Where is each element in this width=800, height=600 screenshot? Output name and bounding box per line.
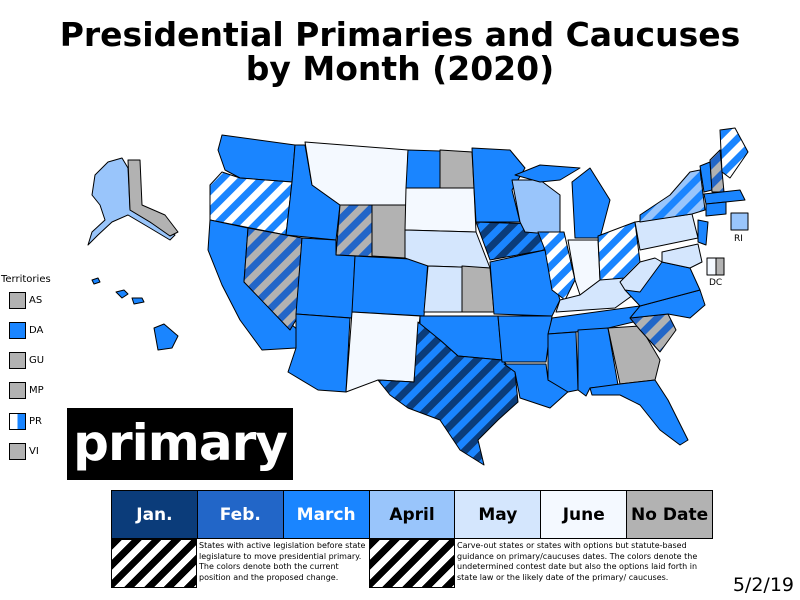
state-tx bbox=[377, 321, 519, 466]
state-mo bbox=[489, 249, 561, 317]
state-ny bbox=[639, 169, 706, 223]
state-ar bbox=[497, 315, 553, 363]
territory-label: DA bbox=[29, 324, 44, 336]
state-nd-east bbox=[439, 149, 475, 189]
state-ne bbox=[404, 229, 491, 269]
state-ms bbox=[547, 331, 579, 393]
state-mn bbox=[471, 147, 526, 223]
state-ga bbox=[607, 325, 661, 385]
territory-da: DA bbox=[9, 320, 43, 340]
state-wy-east bbox=[371, 204, 407, 259]
month-legend: Jan. Feb. March April May June No Date bbox=[111, 490, 713, 539]
legislation-note: States with active legislation before st… bbox=[199, 541, 366, 582]
territory-label: MP bbox=[29, 384, 44, 396]
territory-label: GU bbox=[29, 354, 45, 366]
territory-swatch bbox=[9, 291, 26, 309]
state-ri-callout bbox=[730, 212, 749, 231]
legend-feb: Feb. bbox=[197, 491, 284, 538]
carveout-note: Carve-out states or states with options … bbox=[457, 541, 698, 582]
state-la bbox=[503, 363, 571, 409]
territory-mp: MP bbox=[9, 380, 44, 400]
state-hi-1 bbox=[91, 277, 101, 285]
map-title: Presidential Primaries and Caucuses by M… bbox=[0, 18, 800, 86]
territory-swatch bbox=[9, 381, 26, 399]
territory-swatch bbox=[9, 412, 26, 430]
territory-swatch bbox=[9, 442, 26, 460]
state-mi-lower bbox=[571, 167, 611, 239]
state-md bbox=[661, 243, 703, 269]
state-nj bbox=[697, 219, 709, 246]
state-nv bbox=[243, 227, 303, 331]
legend-jan: Jan. bbox=[112, 491, 198, 538]
territory-pr: PR bbox=[9, 411, 42, 431]
territory-swatch bbox=[9, 351, 26, 369]
state-ak bbox=[87, 157, 176, 246]
legend-april: April bbox=[369, 491, 456, 538]
legend-may: May bbox=[455, 491, 542, 538]
dc-label: DC bbox=[709, 278, 723, 288]
state-co bbox=[351, 255, 429, 317]
state-hi-4 bbox=[153, 323, 179, 351]
state-hi-3 bbox=[131, 297, 145, 305]
ri-label: RI bbox=[734, 234, 743, 244]
territory-label: PR bbox=[29, 415, 42, 427]
territory-vi: VI bbox=[9, 441, 39, 461]
legend-nodate: No Date bbox=[627, 491, 713, 538]
territory-gu: GU bbox=[9, 350, 44, 370]
primary-badge-text: primary bbox=[73, 414, 288, 472]
carveout-hatch-swatch bbox=[369, 539, 455, 588]
legend-march: March bbox=[283, 491, 370, 538]
territory-label: AS bbox=[29, 294, 43, 306]
legend-june: June bbox=[541, 491, 628, 538]
state-fl bbox=[589, 379, 689, 446]
state-dc-callout-right bbox=[715, 257, 725, 276]
date-stamp: 5/2/19 bbox=[732, 574, 794, 596]
state-mi-upper bbox=[514, 164, 581, 183]
state-az bbox=[287, 313, 351, 393]
title-line-2: by Month (2020) bbox=[245, 49, 555, 88]
primary-badge: primary bbox=[67, 408, 293, 480]
territories-heading: Territories bbox=[1, 274, 51, 285]
legislation-hatch-swatch bbox=[111, 539, 197, 588]
state-tn bbox=[547, 305, 651, 335]
state-ks-east bbox=[461, 265, 495, 313]
state-me bbox=[719, 127, 749, 179]
state-hi-2 bbox=[115, 289, 129, 299]
state-ak-east bbox=[127, 159, 179, 237]
territory-label: VI bbox=[29, 445, 39, 457]
territory-as: AS bbox=[9, 290, 42, 310]
title-line-1: Presidential Primaries and Caucuses bbox=[59, 15, 741, 54]
state-ma bbox=[703, 189, 746, 205]
territory-swatch bbox=[9, 321, 26, 339]
state-ct bbox=[705, 201, 727, 217]
state-sd bbox=[404, 187, 477, 233]
